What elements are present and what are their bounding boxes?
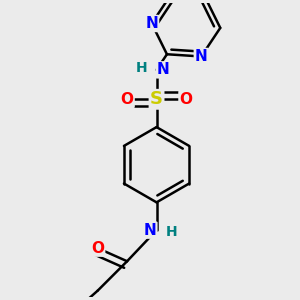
Text: S: S bbox=[150, 90, 163, 108]
Text: O: O bbox=[91, 241, 104, 256]
Text: O: O bbox=[179, 92, 193, 107]
Text: N: N bbox=[157, 62, 169, 77]
Text: N: N bbox=[195, 49, 208, 64]
Text: H: H bbox=[136, 61, 148, 75]
Text: O: O bbox=[121, 92, 134, 107]
Text: N: N bbox=[145, 16, 158, 31]
Text: H: H bbox=[166, 225, 177, 239]
Text: N: N bbox=[144, 223, 156, 238]
